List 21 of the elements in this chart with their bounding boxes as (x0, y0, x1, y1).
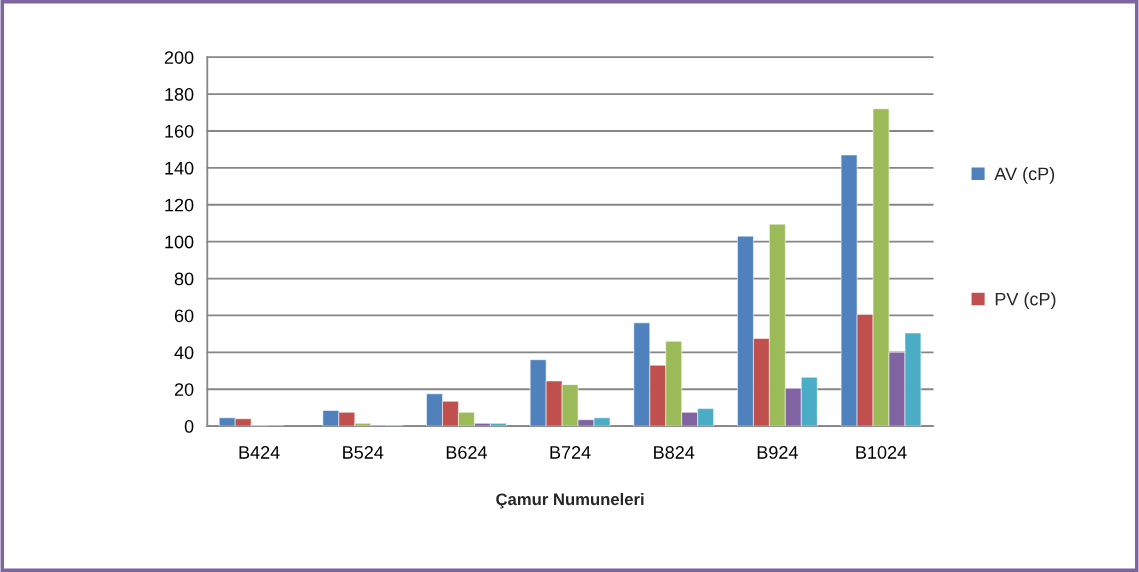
legend-label: PV (cP) (995, 292, 1056, 310)
y-tick-label: 200 (164, 51, 194, 64)
y-tick-label: 100 (165, 235, 194, 249)
x-tick-label: B924 (757, 446, 798, 459)
x-tick-label: B424 (239, 446, 280, 459)
y-tick-label: 140 (165, 161, 194, 175)
x-tick-label: B824 (654, 446, 695, 459)
x-tick-label: B1024 (856, 446, 907, 459)
y-tick-label: 180 (165, 88, 194, 101)
x-axis-title: Çamur Numuneleri (496, 492, 644, 509)
legend-label: AV (cP) (994, 166, 1055, 184)
y-tick-label: 80 (174, 272, 194, 286)
y-tick-label: 60 (174, 309, 194, 323)
y-tick-label: 40 (174, 346, 194, 360)
y-tick-label: 20 (174, 383, 194, 396)
x-tick-label: B524 (343, 446, 384, 459)
y-tick-label: 160 (165, 124, 194, 138)
y-tick-label: 0 (184, 420, 194, 433)
x-tick-label: B724 (550, 446, 591, 459)
x-tick-label: B624 (446, 446, 487, 459)
y-tick-label: 120 (165, 198, 194, 212)
